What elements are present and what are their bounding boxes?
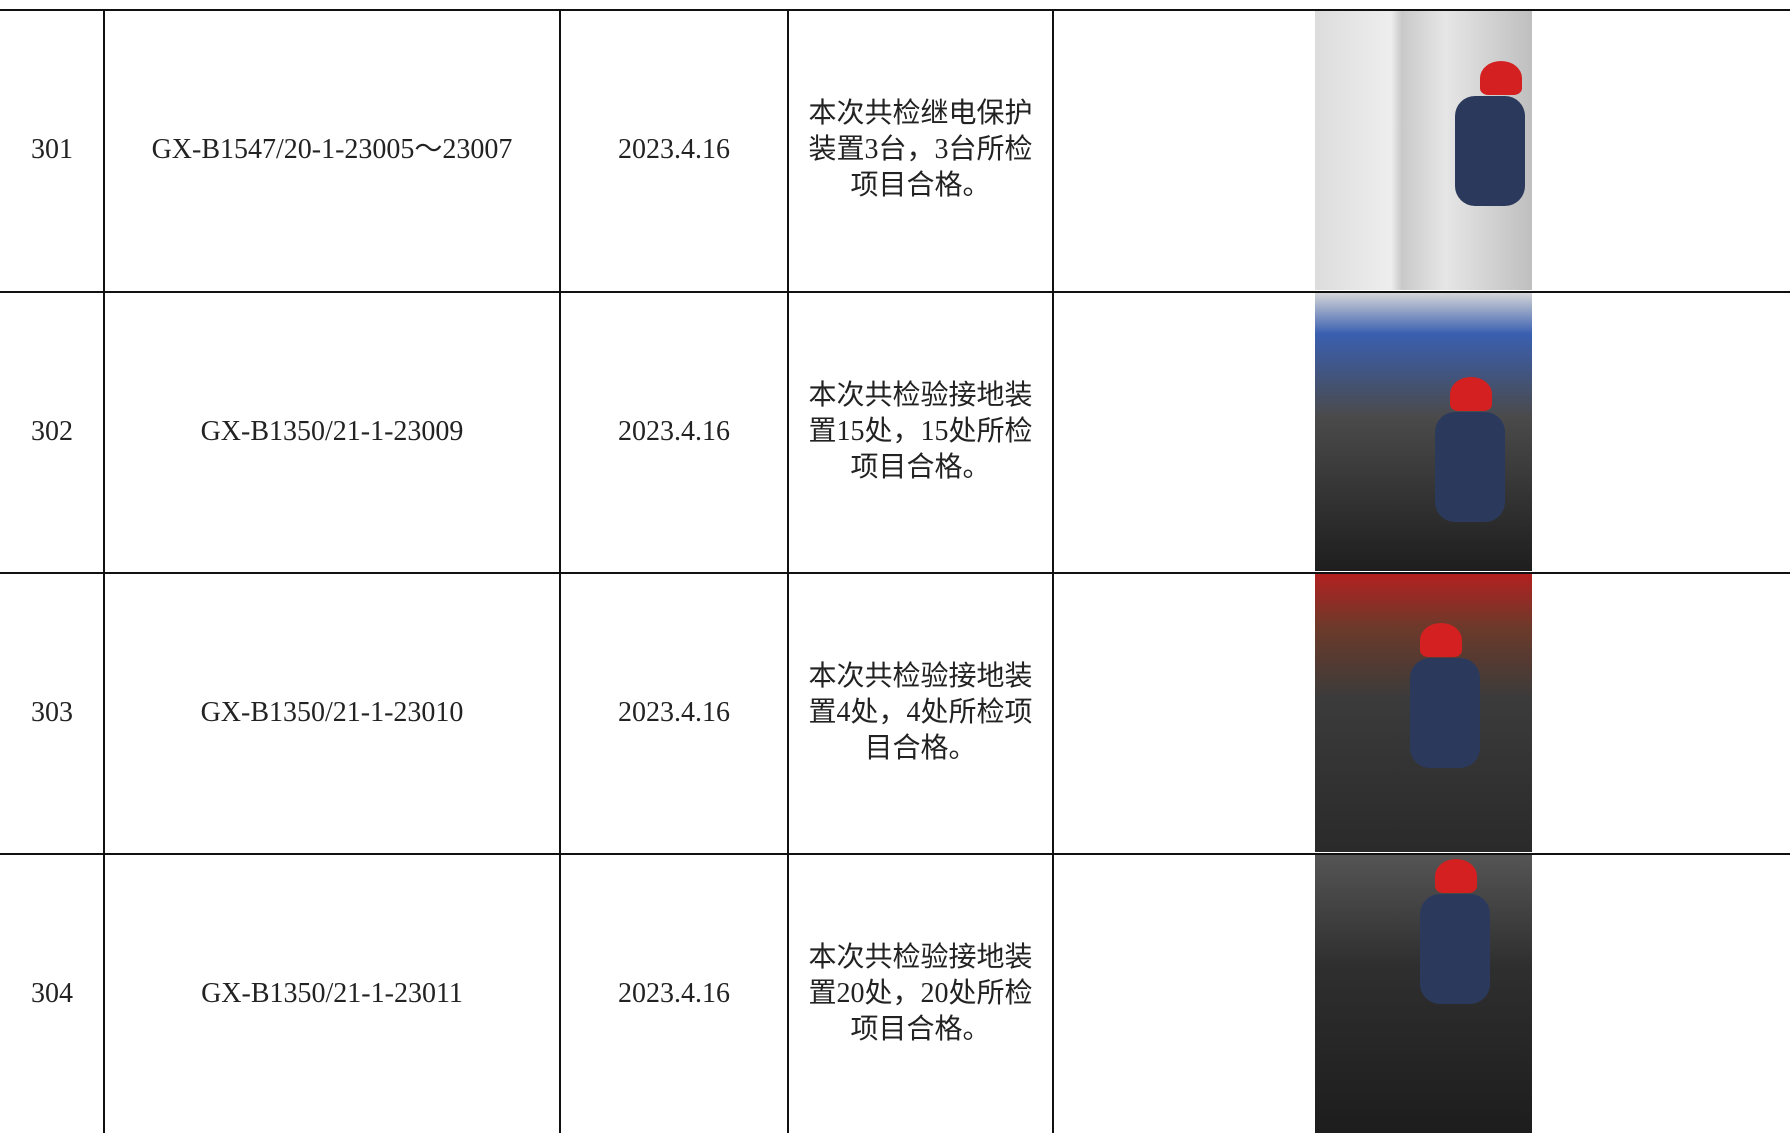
row-border xyxy=(0,291,1790,293)
inspection-date: 2023.4.16 xyxy=(618,415,730,447)
inspection-result: 本次共检继电保护装置3台，3台所检项目合格。 xyxy=(808,97,1033,201)
photo xyxy=(1315,573,1532,852)
inspection-result: 本次共检验接地装置15处，15处所检项目合格。 xyxy=(808,379,1033,483)
certificate-number: GX-B1547/20-1-23005～23007 xyxy=(151,133,513,165)
row-number: 303 xyxy=(31,696,73,728)
row-border xyxy=(0,9,1790,11)
certificate-number: GX-B1350/21-1-23009 xyxy=(200,415,464,447)
row-border xyxy=(0,853,1790,855)
certificate-number: GX-B1350/21-1-23010 xyxy=(200,696,464,728)
inspection-result: 本次共检验接地装置20处，20处所检项目合格。 xyxy=(808,941,1033,1045)
column-border xyxy=(559,9,561,1133)
inspection-date: 2023.4.16 xyxy=(618,133,730,165)
inspection-result: 本次共检验接地装置4处，4处所检项目合格。 xyxy=(808,660,1033,764)
photo xyxy=(1315,292,1532,571)
row-number: 302 xyxy=(31,415,73,447)
column-border xyxy=(1052,9,1054,1133)
row-number: 304 xyxy=(31,977,73,1009)
certificate-number: GX-B1350/21-1-23011 xyxy=(201,977,463,1009)
photo xyxy=(1315,854,1532,1133)
row-border xyxy=(0,572,1790,574)
column-border xyxy=(787,9,789,1133)
inspection-date: 2023.4.16 xyxy=(618,696,730,728)
row-number: 301 xyxy=(31,133,73,165)
photo xyxy=(1315,11,1532,290)
inspection-date: 2023.4.16 xyxy=(618,977,730,1009)
column-border xyxy=(103,9,105,1133)
